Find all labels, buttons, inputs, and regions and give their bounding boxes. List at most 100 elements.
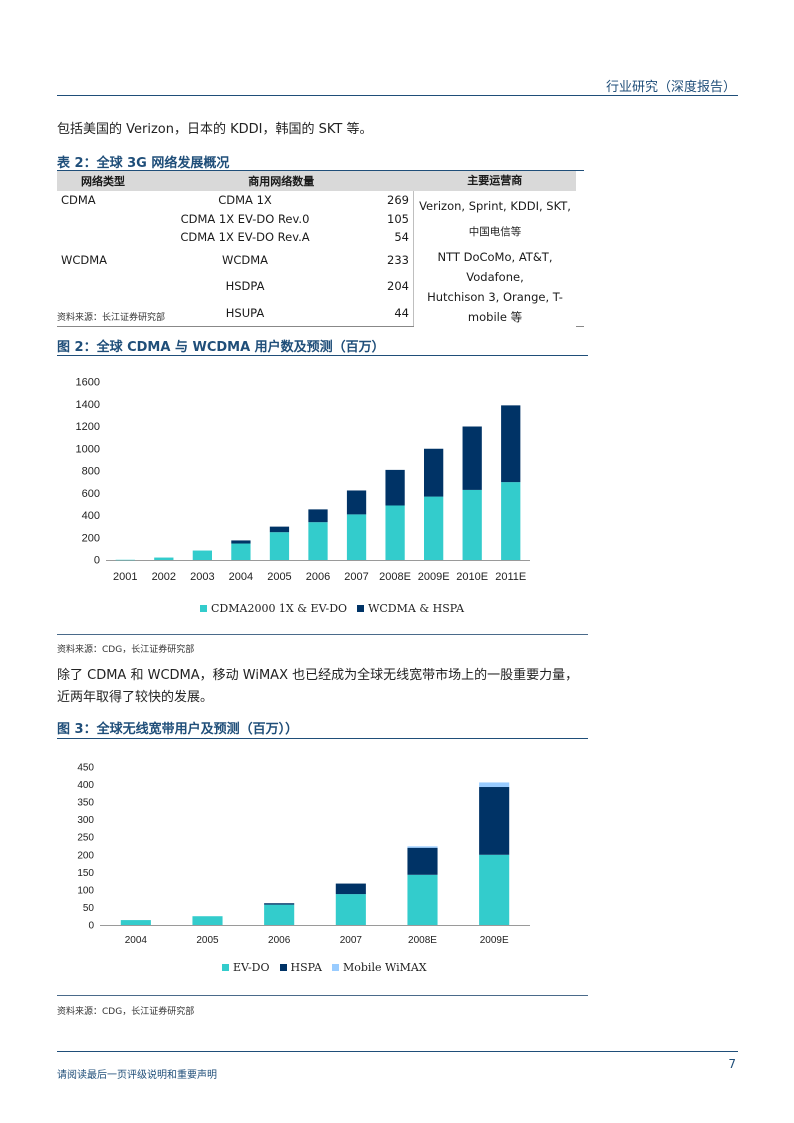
bar-segment bbox=[424, 496, 444, 560]
legend-swatch bbox=[332, 964, 339, 971]
y-tick-label: 400 bbox=[82, 510, 100, 522]
figure3-caption: 图 3：全球无线宽带用户及预测（百万）） bbox=[57, 722, 299, 737]
figure2-caption-line bbox=[57, 355, 588, 356]
y-tick-label: 150 bbox=[77, 868, 94, 879]
x-tick-label: 2006 bbox=[268, 935, 291, 946]
y-tick-label: 200 bbox=[77, 850, 94, 861]
y-tick-label: 450 bbox=[77, 763, 94, 774]
legend-item: HSPA bbox=[279, 961, 322, 974]
legend-item: WCDMA & HSPA bbox=[357, 602, 464, 615]
bar-segment bbox=[424, 448, 444, 497]
table-header-row: 网络类型 商用网络数量 主要运营商 bbox=[57, 171, 584, 191]
bar-segment bbox=[335, 894, 366, 925]
legend-item: EV-DO bbox=[222, 961, 270, 974]
figure3-caption-line bbox=[57, 738, 588, 739]
x-tick-label: 2003 bbox=[190, 571, 214, 583]
table-row: CDMA CDMA 1X 269 Verizon, Sprint, KDDI, … bbox=[57, 191, 584, 238]
bar-segment bbox=[192, 916, 223, 925]
cell-count: 269 bbox=[341, 191, 414, 210]
table2-caption-line bbox=[57, 170, 584, 171]
table2-source: 资料来源：长江证券研究部 bbox=[57, 313, 166, 323]
x-tick-label: 2009E bbox=[480, 935, 509, 946]
x-tick-label: 2007 bbox=[344, 571, 368, 583]
cell-type bbox=[57, 273, 149, 299]
legend-label: WCDMA & HSPA bbox=[368, 602, 465, 615]
x-tick-label: 2011E bbox=[495, 571, 526, 583]
bar-segment bbox=[385, 505, 405, 560]
figure2-caption: 图 2：全球 CDMA 与 WCDMA 用户数及预测（百万） bbox=[57, 340, 385, 355]
legend-swatch bbox=[279, 964, 287, 971]
cell-type bbox=[57, 299, 149, 328]
cell-empty bbox=[576, 299, 584, 328]
table-row: CDMA 1X EV-DO Rev.A 54 bbox=[57, 228, 584, 247]
bar-segment bbox=[231, 543, 251, 560]
cell-operators-wcdma: NTT DoCoMo, AT&T, Vodafone, Hutchison 3,… bbox=[414, 247, 577, 327]
cell-count: 54 bbox=[341, 228, 414, 247]
bar-segment bbox=[192, 550, 212, 560]
bar-segment bbox=[479, 854, 510, 925]
y-tick-label: 600 bbox=[82, 488, 100, 500]
wireless-broadband-users-chart: 0 50 100 150 200 250 300 350 400 450 2004 2005 2006 2… bbox=[77, 763, 530, 946]
table-row: WCDMA WCDMA 233 NTT DoCoMo, AT&T, Vodafo… bbox=[57, 246, 584, 324]
col-network-type: 网络类型 bbox=[57, 171, 149, 191]
legend-label: Mobile WiMAX bbox=[343, 961, 427, 974]
x-tick-label: 2005 bbox=[267, 571, 291, 583]
bar-segment bbox=[120, 920, 151, 925]
legend-swatch bbox=[200, 605, 207, 612]
legend-label: CDMA2000 1X & EV-DO bbox=[211, 602, 348, 615]
cell-name: CDMA 1X bbox=[218, 193, 272, 208]
x-tick-label: 2004 bbox=[125, 935, 148, 946]
bar-segment bbox=[335, 883, 366, 895]
cell-type bbox=[57, 228, 149, 247]
cell-count: 105 bbox=[341, 209, 414, 229]
table2-caption: 表 2：全球 3G 网络发展概况 bbox=[57, 156, 230, 171]
bar-segment bbox=[115, 559, 135, 561]
y-tick-label: 250 bbox=[77, 833, 94, 844]
table-row: CDMA 1X EV-DO Rev.0 105 bbox=[57, 209, 584, 229]
network-table: 网络类型 商用网络数量 主要运营商 CDMA CDMA 1X 269 Veriz… bbox=[57, 171, 584, 328]
cdma-wcdma-users-chart: 0 200 400 600 800 1000 1200 1400 1600 2001 2002 200… bbox=[76, 377, 530, 583]
figure3-source: 资料来源：CDG，长江证券研究部 bbox=[57, 1007, 195, 1017]
cell-count: 44 bbox=[341, 299, 414, 328]
operators-line: Verizon, Sprint, KDDI, SKT, bbox=[419, 198, 571, 213]
bar-segment bbox=[264, 903, 295, 905]
cell-name: CDMA 1X EV-DO Rev.A bbox=[180, 230, 310, 245]
x-tick-label: 2008E bbox=[408, 935, 437, 946]
legend-swatch bbox=[357, 605, 365, 612]
bar-segment bbox=[308, 509, 328, 523]
footer-disclaimer: 请阅读最后一页评级说明和重要声明 bbox=[57, 1070, 217, 1081]
intro-text: 包括美国的 Verizon，日本的 KDDI，韩国的 SKT 等。 bbox=[57, 122, 373, 137]
bar-segment bbox=[269, 532, 290, 560]
bar-segment bbox=[462, 426, 482, 490]
bar-segment bbox=[479, 782, 510, 788]
bar-segment bbox=[501, 482, 521, 560]
cell-name: WCDMA bbox=[221, 252, 269, 267]
x-tick-label: 2004 bbox=[229, 571, 253, 583]
table-row: HSUPA 44 bbox=[57, 299, 584, 328]
y-tick-label: 1200 bbox=[76, 421, 100, 433]
x-tick-label: 2005 bbox=[196, 935, 219, 946]
x-tick-label: 2009E bbox=[418, 571, 450, 583]
x-tick-label: 2002 bbox=[152, 571, 176, 583]
bar-segment bbox=[346, 514, 367, 560]
paragraph-line-1: 除了 CDMA 和 WCDMA，移动 WiMAX 也已经成为全球无线宽带市场上的… bbox=[57, 668, 579, 683]
y-tick-label: 50 bbox=[83, 903, 95, 914]
legend-item: Mobile WiMAX bbox=[332, 961, 427, 974]
paragraph-line-2: 近两年取得了较快的发展。 bbox=[57, 690, 214, 705]
cell-name: CDMA 1X EV-DO Rev.0 bbox=[180, 211, 310, 226]
bar-segment bbox=[308, 522, 328, 560]
y-tick-label: 100 bbox=[77, 885, 94, 896]
bar-segment bbox=[264, 904, 295, 925]
figure2-bottom-line bbox=[57, 634, 588, 635]
y-tick-label: 300 bbox=[77, 815, 94, 826]
bar-segment bbox=[407, 846, 438, 848]
cell-type bbox=[57, 210, 149, 229]
legend-swatch bbox=[222, 964, 229, 971]
figure2-source: 资料来源：CDG，长江证券研究部 bbox=[57, 645, 195, 655]
legend-item: CDMA2000 1X & EV-DO bbox=[200, 602, 347, 615]
cell-type: WCDMA bbox=[61, 252, 108, 267]
bar-segment bbox=[501, 405, 521, 483]
y-tick-label: 1400 bbox=[76, 399, 100, 411]
operators-line: NTT DoCoMo, AT&T, Vodafone, bbox=[437, 249, 553, 284]
x-tick-label: 2008E bbox=[379, 571, 411, 583]
